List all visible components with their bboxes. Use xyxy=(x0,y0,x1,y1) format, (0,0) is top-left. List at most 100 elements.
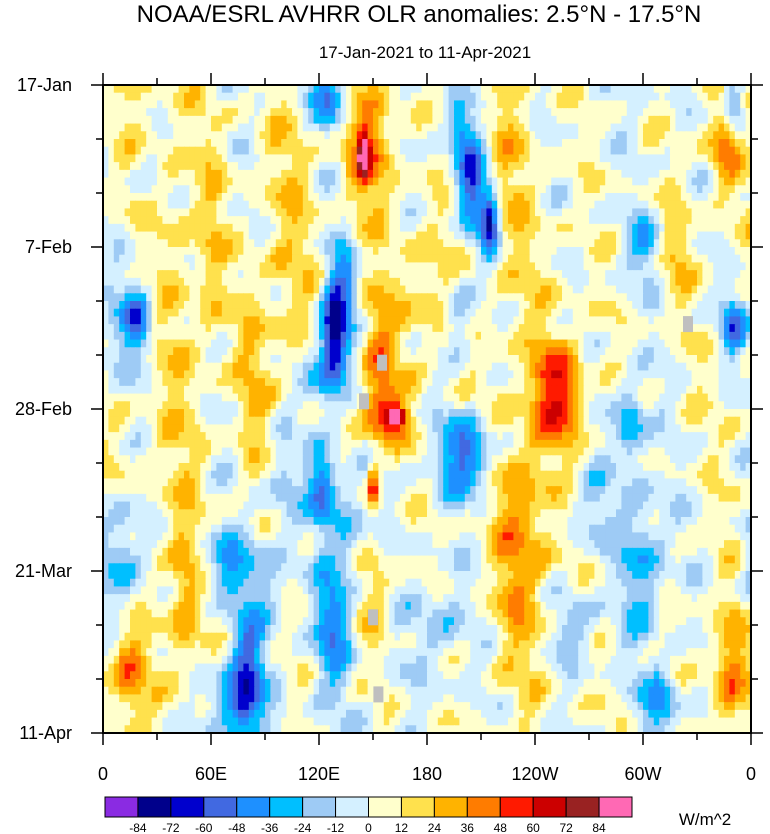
heatmap-cell xyxy=(270,347,277,356)
heatmap-cell xyxy=(448,347,455,356)
heatmap-cell xyxy=(427,262,433,271)
heatmap-cell xyxy=(497,362,504,372)
heatmap-cell xyxy=(292,108,298,117)
heatmap-cell xyxy=(103,308,109,318)
heatmap-cell xyxy=(562,108,568,117)
heatmap-cell xyxy=(513,339,520,348)
heatmap-cell xyxy=(346,100,352,109)
heatmap-cell xyxy=(621,262,628,271)
heatmap-cell xyxy=(464,185,471,194)
heatmap-cell xyxy=(540,254,547,264)
heatmap-cell xyxy=(459,100,466,109)
heatmap-cell xyxy=(270,115,277,125)
heatmap-cell xyxy=(508,239,514,248)
heatmap-cell xyxy=(243,239,250,248)
heatmap-cell xyxy=(335,270,342,279)
heatmap-cell xyxy=(302,131,309,140)
heatmap-cell xyxy=(329,262,336,271)
heatmap-cell xyxy=(594,393,601,402)
heatmap-cell xyxy=(340,355,347,364)
heatmap-cell xyxy=(729,216,736,225)
heatmap-cell xyxy=(335,162,342,171)
heatmap-cell xyxy=(194,393,201,402)
heatmap-cell xyxy=(427,362,433,372)
heatmap-cell xyxy=(670,185,676,194)
heatmap-cell xyxy=(340,293,347,302)
heatmap-cell xyxy=(632,254,639,264)
heatmap-cell xyxy=(540,123,547,132)
heatmap-cell xyxy=(119,308,126,318)
heatmap-cell xyxy=(146,262,153,271)
heatmap-cell xyxy=(475,108,482,117)
heatmap-cell xyxy=(367,393,374,402)
heatmap-cell xyxy=(540,339,547,348)
heatmap-cell xyxy=(670,370,676,379)
heatmap-cell xyxy=(275,355,282,364)
heatmap-cell xyxy=(162,139,169,148)
heatmap-cell xyxy=(124,401,131,410)
heatmap-cell xyxy=(421,200,428,210)
heatmap-cell xyxy=(254,162,261,171)
heatmap-cell xyxy=(443,185,450,194)
heatmap-cell xyxy=(259,262,266,271)
heatmap-cell xyxy=(540,362,547,372)
heatmap-cell xyxy=(610,293,617,302)
heatmap-cell xyxy=(637,331,644,341)
heatmap-cell xyxy=(259,185,266,194)
heatmap-cell xyxy=(113,393,120,402)
heatmap-cell xyxy=(243,177,250,186)
heatmap-cell xyxy=(664,362,671,372)
heatmap-cell xyxy=(540,200,547,210)
heatmap-cell xyxy=(481,308,487,318)
heatmap-cell xyxy=(319,108,325,117)
heatmap-cell xyxy=(605,185,612,194)
heatmap-cell xyxy=(718,254,725,264)
heatmap-cell xyxy=(470,216,477,225)
heatmap-cell xyxy=(410,331,417,341)
heatmap-cell xyxy=(697,123,703,132)
heatmap-cell xyxy=(675,177,682,186)
heatmap-cell xyxy=(356,216,363,225)
heatmap-cell xyxy=(167,293,174,302)
heatmap-cell xyxy=(383,115,390,125)
heatmap-cell xyxy=(265,123,271,132)
heatmap-cell xyxy=(140,324,147,333)
heatmap-cell xyxy=(140,169,147,179)
heatmap-cell xyxy=(745,239,751,248)
heatmap-cell xyxy=(724,169,730,179)
heatmap-cell xyxy=(238,169,244,179)
heatmap-cell xyxy=(691,293,698,302)
heatmap-cell xyxy=(707,216,714,225)
heatmap-cell xyxy=(194,185,201,194)
heatmap-cell xyxy=(610,185,617,194)
heatmap-cell xyxy=(707,223,714,233)
heatmap-cell xyxy=(659,169,666,179)
heatmap-cell xyxy=(718,362,725,372)
heatmap-cell xyxy=(157,208,163,217)
heatmap-cell xyxy=(351,370,358,379)
heatmap-cell xyxy=(448,316,455,325)
heatmap-cell xyxy=(216,169,223,179)
heatmap-cell xyxy=(448,239,455,248)
heatmap-cell xyxy=(119,247,126,256)
heatmap-cell xyxy=(367,378,374,387)
heatmap-cell xyxy=(454,301,460,310)
heatmap-cell xyxy=(616,115,622,125)
heatmap-cell xyxy=(497,270,504,279)
heatmap-cell xyxy=(378,401,385,410)
heatmap-cell xyxy=(367,231,374,240)
heatmap-cell xyxy=(292,331,298,341)
heatmap-cell xyxy=(119,223,126,233)
heatmap-cell xyxy=(367,131,374,140)
heatmap-cell xyxy=(167,401,174,410)
heatmap-cell xyxy=(248,285,255,294)
heatmap-cell xyxy=(675,247,682,256)
heatmap-cell xyxy=(497,85,504,94)
heatmap-cell xyxy=(329,123,336,132)
heatmap-cell xyxy=(238,193,244,202)
heatmap-cell xyxy=(675,254,682,264)
heatmap-cell xyxy=(324,355,331,364)
heatmap-cell xyxy=(454,208,460,217)
heatmap-cell xyxy=(221,285,228,294)
heatmap-cell xyxy=(653,216,660,225)
